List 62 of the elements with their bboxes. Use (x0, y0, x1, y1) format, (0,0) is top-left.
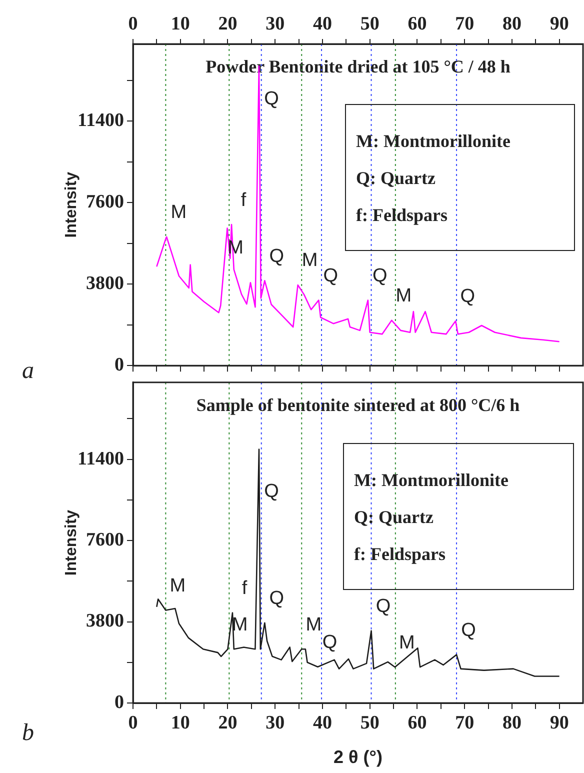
x-tick-label: 30 (266, 712, 285, 734)
annotation: Q (323, 265, 338, 286)
text: Powder Bentonite dried at 105 °C / 48 h (206, 56, 510, 77)
annotation: M (170, 575, 186, 596)
x-tick-label: 10 (170, 712, 190, 734)
x2-tick-label: 50 (360, 14, 380, 35)
y-axis-title: Intensity (63, 510, 80, 576)
annotation: M (170, 202, 187, 224)
annotation: Q (264, 481, 279, 502)
annotation: M (302, 250, 318, 272)
annotation: M: Montmorillonite (356, 131, 512, 153)
x2-tick-label: 90 (550, 14, 569, 35)
annotation: Q (376, 596, 391, 617)
x-tick-label: 70 (455, 712, 474, 734)
text: Sample of bentonite sintered at 800 °C/6 h (196, 395, 520, 416)
annotation: Q (269, 246, 284, 267)
annotation: M (306, 614, 322, 636)
annotation: Q: Quartz (354, 507, 434, 529)
annotation: Q (269, 588, 284, 610)
x2-tick-label: 40 (312, 14, 332, 35)
y-tick-label: 7600 (86, 529, 124, 550)
x2-tick-label: 70 (455, 14, 474, 35)
x2-tick-label: 60 (408, 14, 427, 35)
x-tick-label: 50 (360, 712, 380, 734)
annotation: Q (322, 632, 338, 654)
x-tick-label: 0 (128, 712, 138, 734)
y-tick-label: 3800 (86, 273, 124, 294)
x-tick-label: 90 (550, 712, 569, 734)
x2-tick-label: 0 (128, 14, 138, 35)
x-tick-label: 60 (408, 712, 427, 734)
annotation: f (242, 578, 248, 600)
y-tick-label: 11400 (78, 448, 124, 470)
annotation: f: Feldspars (356, 205, 448, 227)
x-tick-label: 80 (502, 712, 522, 734)
x-axis-title: 2 θ (°) (334, 747, 382, 768)
x2-tick-label: 20 (218, 14, 238, 35)
x2-tick-label: 30 (266, 14, 285, 35)
x-tick-label: 40 (312, 712, 332, 734)
y-tick-label: 11400 (78, 110, 124, 132)
text: b (22, 720, 34, 747)
annotation: M (232, 614, 248, 636)
key-box: M: Montmorillonite Q: Quartz f: Feldspars (343, 443, 574, 590)
annotation: f (240, 190, 247, 211)
key-box: M: Montmorillonite Q: Quartz f: Feldspars (345, 104, 575, 251)
annotation: Q (460, 286, 475, 308)
y-tick-label: 0 (114, 354, 124, 376)
annotation: Q (264, 88, 279, 110)
y-tick-label: 7600 (86, 192, 124, 213)
annotation: Q: Quartz (356, 168, 436, 190)
annotation: Q (461, 620, 476, 641)
annotation: M (396, 286, 412, 307)
text: a (22, 358, 34, 385)
y-tick-label: 0 (114, 692, 124, 713)
y-tick-label: 3800 (86, 610, 124, 632)
x2-tick-label: 10 (170, 14, 190, 35)
annotation: f: Feldspars (354, 544, 446, 566)
x-tick-label: 20 (218, 712, 238, 734)
annotation: Q (372, 265, 388, 286)
annotation: M: Montmorillonite (354, 470, 510, 492)
x2-tick-label: 80 (502, 14, 522, 35)
y-axis-title: Intensity (63, 172, 80, 238)
annotation: M (399, 632, 415, 654)
